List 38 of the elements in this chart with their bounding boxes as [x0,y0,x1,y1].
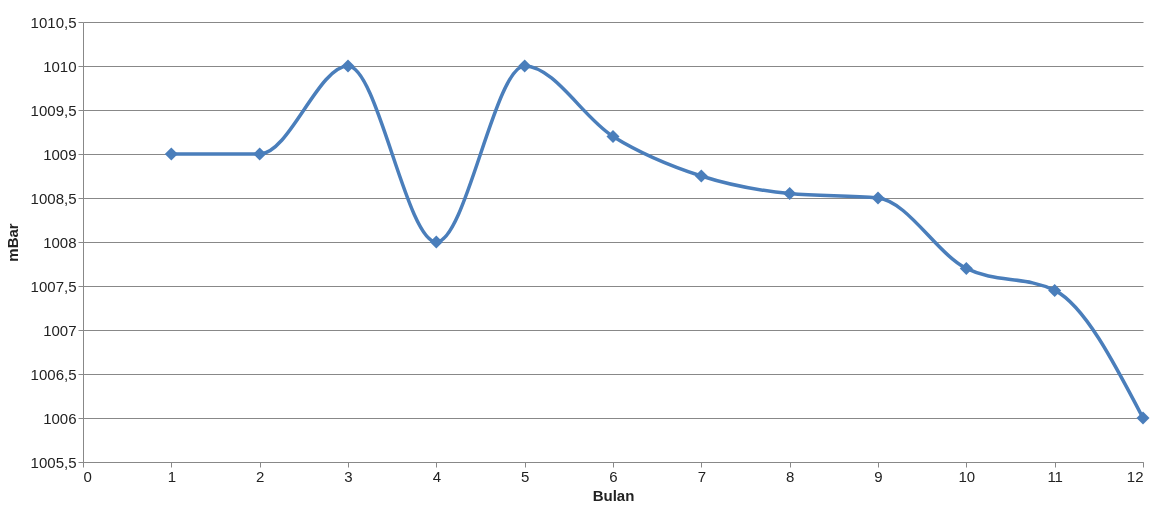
point [429,235,443,249]
x-tick-label: 7 [697,467,707,485]
y-tick-label: 1006 [43,409,77,427]
x-tick-label: 0 [83,467,92,485]
y-tick-label: 1006,5 [30,365,77,383]
point [253,147,267,161]
point [606,129,620,143]
y-tick-label: 1008 [43,233,77,251]
y-axis-title: mBar [3,223,21,262]
point [518,59,532,73]
x-tick-label: 3 [344,467,353,485]
y-tick-label: 1008,5 [30,189,77,207]
point [694,169,708,183]
y-tick-label: 1010 [43,57,77,75]
point [871,191,885,205]
x-tick-label: 1 [167,467,177,485]
x-tick-label: 4 [432,467,442,485]
x-tick-label: 9 [874,467,883,485]
x-tick-label: 5 [520,467,530,485]
y-tick-label: 1010,5 [30,13,77,31]
x-tick-label: 10 [958,467,976,485]
point [783,187,797,201]
x-tick-label: 12 [1126,467,1144,485]
x-axis-title: Bulan [592,486,635,504]
point [959,261,973,275]
y-tick-label: 1007 [43,321,77,339]
point [164,147,178,161]
point [1048,283,1062,297]
x-tick-label: 11 [1047,467,1063,485]
x-tick-label: 8 [785,467,795,485]
y-tick-label: 1009,5 [30,101,77,119]
point [341,59,355,73]
y-tick-label: 1009 [43,145,77,163]
y-tick-label: 1007,5 [30,277,77,295]
y-tick-label: 1005,5 [30,453,77,471]
point [1136,411,1150,425]
x-tick-label: 2 [255,467,265,485]
x-tick-label: 6 [609,467,618,485]
